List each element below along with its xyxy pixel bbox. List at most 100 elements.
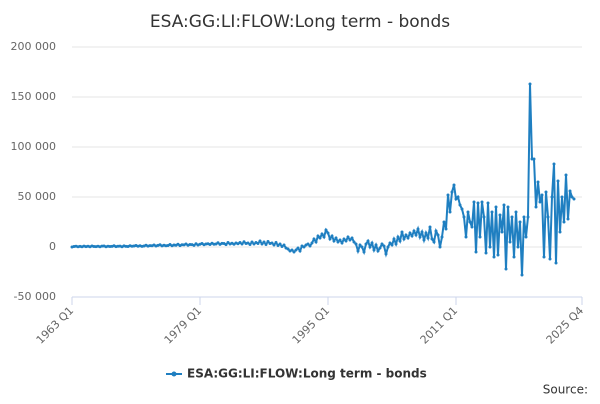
point bbox=[368, 245, 372, 249]
point bbox=[572, 197, 576, 201]
point bbox=[278, 242, 282, 246]
x-tick-label: 1963 Q1 bbox=[34, 304, 77, 347]
point bbox=[250, 240, 254, 244]
point bbox=[318, 236, 322, 240]
point bbox=[314, 240, 318, 244]
point bbox=[434, 229, 438, 233]
point bbox=[380, 242, 384, 246]
point bbox=[566, 217, 570, 221]
point bbox=[408, 231, 412, 235]
point bbox=[264, 243, 268, 246]
y-tick-label: 0 bbox=[49, 240, 56, 253]
point bbox=[344, 239, 348, 243]
point bbox=[376, 249, 380, 253]
legend-label: ESA:GG:LI:FLOW:Long term - bonds bbox=[187, 367, 427, 381]
point bbox=[322, 235, 326, 239]
point bbox=[518, 220, 522, 224]
point bbox=[282, 243, 286, 247]
point bbox=[224, 243, 228, 247]
point bbox=[358, 243, 362, 247]
point bbox=[506, 205, 510, 209]
point bbox=[402, 237, 406, 241]
point bbox=[426, 236, 430, 240]
point bbox=[548, 257, 552, 261]
point bbox=[422, 238, 426, 242]
point bbox=[482, 215, 486, 219]
point bbox=[324, 228, 328, 232]
point bbox=[392, 237, 396, 241]
point bbox=[454, 197, 458, 201]
point bbox=[334, 236, 338, 240]
point bbox=[538, 200, 542, 204]
point bbox=[568, 189, 572, 193]
point bbox=[328, 237, 332, 241]
point bbox=[346, 235, 350, 239]
y-tick-label: 150 000 bbox=[11, 90, 57, 103]
point bbox=[414, 233, 418, 237]
point bbox=[410, 234, 414, 238]
point bbox=[516, 245, 520, 249]
point bbox=[532, 157, 536, 161]
point bbox=[354, 242, 358, 246]
point bbox=[350, 236, 354, 240]
point bbox=[390, 243, 394, 247]
point bbox=[500, 230, 504, 234]
point bbox=[466, 210, 470, 214]
point bbox=[448, 210, 452, 214]
point bbox=[450, 190, 454, 194]
y-tick-label: 100 000 bbox=[11, 140, 57, 153]
source: Source: bbox=[543, 383, 588, 397]
point bbox=[478, 235, 482, 239]
point bbox=[400, 230, 404, 234]
point bbox=[342, 237, 346, 241]
point bbox=[432, 240, 436, 244]
point bbox=[370, 241, 374, 245]
y-tick-label: 50 000 bbox=[18, 190, 57, 203]
point bbox=[384, 252, 388, 256]
point bbox=[446, 193, 450, 197]
point bbox=[536, 180, 540, 184]
point bbox=[552, 162, 556, 166]
legend-marker bbox=[171, 371, 177, 377]
chart-title: ESA:GG:LI:FLOW:Long term - bonds bbox=[150, 12, 450, 32]
point bbox=[526, 215, 530, 219]
point bbox=[192, 243, 196, 247]
point bbox=[540, 193, 544, 197]
point bbox=[374, 243, 378, 247]
point bbox=[442, 220, 446, 224]
point bbox=[296, 246, 300, 250]
point bbox=[488, 245, 492, 249]
point bbox=[440, 235, 444, 239]
point bbox=[504, 267, 508, 271]
point bbox=[316, 234, 320, 238]
point bbox=[266, 240, 270, 243]
point bbox=[248, 243, 252, 246]
point bbox=[512, 255, 516, 259]
point bbox=[556, 179, 560, 183]
point bbox=[462, 215, 466, 219]
point bbox=[494, 205, 498, 209]
point bbox=[260, 242, 264, 246]
point bbox=[558, 230, 562, 234]
point bbox=[510, 215, 514, 219]
x-tick-label: 2025 Q4 bbox=[544, 304, 587, 347]
point bbox=[362, 250, 366, 254]
point bbox=[464, 235, 468, 239]
point bbox=[382, 244, 386, 248]
point bbox=[562, 220, 566, 224]
point bbox=[240, 242, 244, 246]
point bbox=[458, 203, 462, 207]
point bbox=[468, 220, 472, 224]
point bbox=[520, 273, 524, 277]
point bbox=[256, 242, 260, 245]
point bbox=[290, 248, 294, 252]
point bbox=[386, 245, 390, 249]
point bbox=[332, 239, 336, 243]
point bbox=[262, 240, 266, 244]
x-tick-label: 1979 Q1 bbox=[162, 304, 205, 347]
point bbox=[404, 233, 408, 237]
point bbox=[270, 241, 274, 245]
point bbox=[412, 229, 416, 233]
point bbox=[336, 240, 340, 244]
point bbox=[292, 250, 296, 254]
